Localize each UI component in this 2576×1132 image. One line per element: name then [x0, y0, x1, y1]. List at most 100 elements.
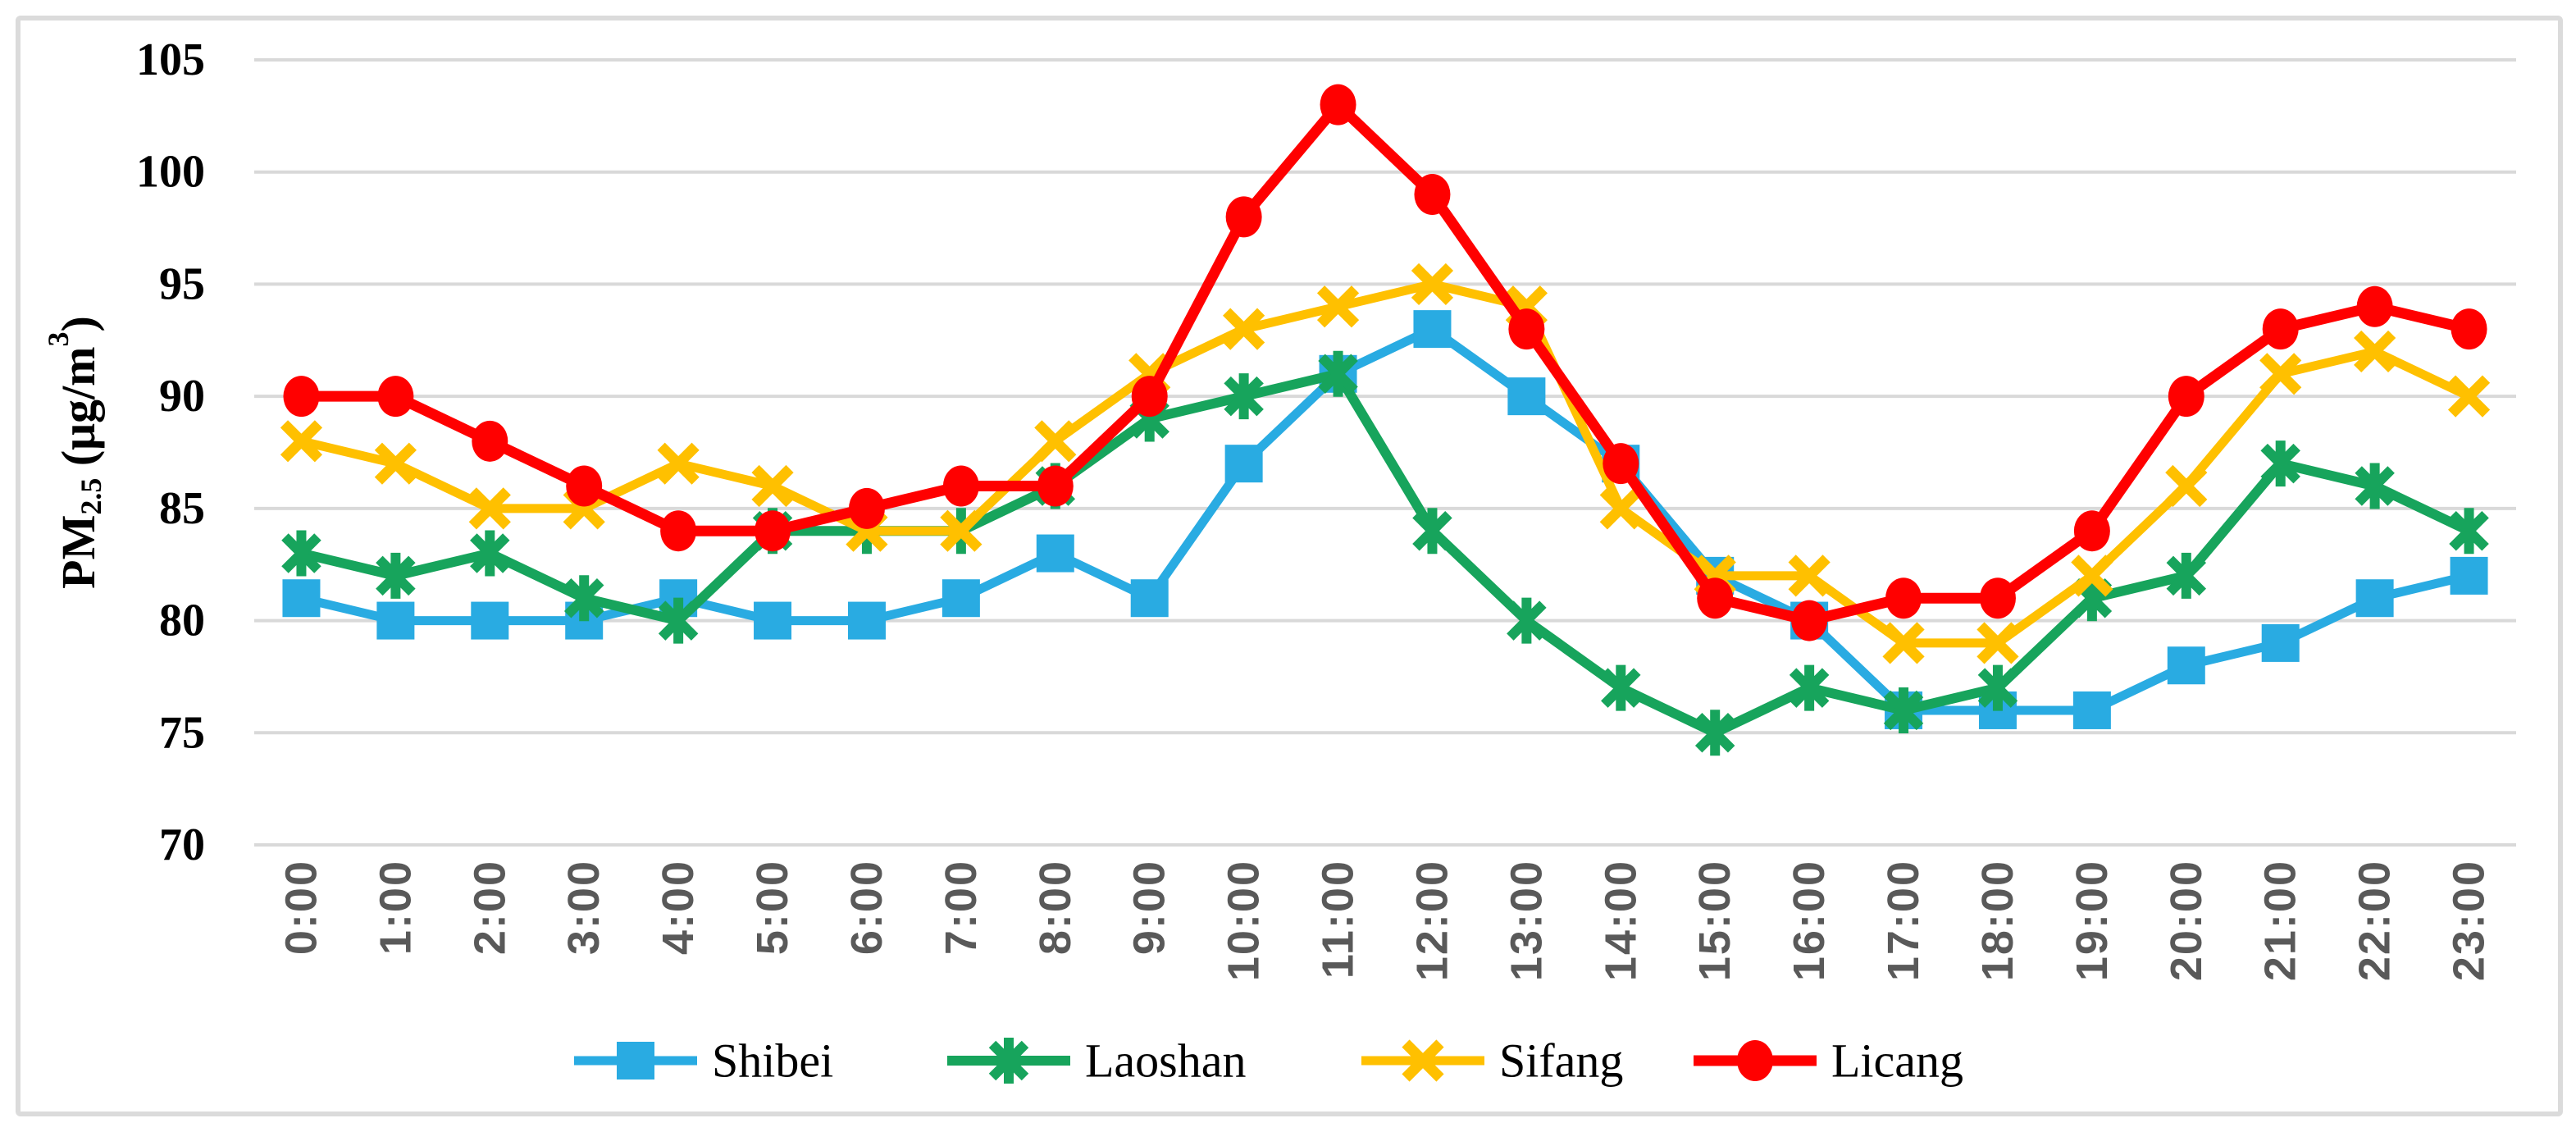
- x-tick-label-21-00: 21:00: [2256, 860, 2305, 981]
- x-tick-label-6-00: 6:00: [842, 860, 891, 955]
- legend-marker-sifang: [1402, 1039, 1444, 1082]
- x-tick-label-3-00: 3:00: [559, 860, 609, 955]
- marker-licang-12-00: [1414, 174, 1451, 216]
- y-tick-label-75: 75: [159, 707, 205, 758]
- marker-shibei-12-00: [1413, 310, 1452, 349]
- x-tick-label-22-00: 22:00: [2350, 860, 2400, 981]
- marker-laoshan-21-00: [2260, 440, 2300, 487]
- marker-sifang-19-00: [2071, 555, 2113, 597]
- legend-label-laoshan: Laoshan: [1085, 1034, 1247, 1088]
- marker-licang-16-00: [1791, 600, 1828, 641]
- marker-licang-9-00: [1131, 376, 1168, 418]
- marker-laoshan-0-00: [281, 530, 321, 577]
- marker-sifang-14-00: [1599, 487, 1642, 530]
- marker-sifang-20-00: [2165, 464, 2208, 508]
- marker-shibei-23-00: [2450, 556, 2488, 595]
- marker-licang-23-00: [2451, 308, 2487, 350]
- marker-sifang-22-00: [2354, 330, 2396, 373]
- x-tick-label-12-00: 12:00: [1407, 860, 1457, 981]
- x-tick-label-16-00: 16:00: [1785, 860, 1834, 981]
- marker-sifang-16-00: [1788, 555, 1831, 597]
- marker-laoshan-13-00: [1507, 597, 1547, 644]
- x-tick-label-5-00: 5:00: [748, 860, 797, 955]
- marker-shibei-8-00: [1036, 534, 1074, 573]
- marker-licang-7-00: [942, 465, 979, 507]
- legend-marker-shibei: [617, 1042, 654, 1080]
- marker-laoshan-16-00: [1789, 664, 1830, 711]
- marker-licang-10-00: [1225, 196, 1262, 238]
- marker-laoshan-20-00: [2166, 552, 2207, 599]
- y-tick-label-95: 95: [159, 258, 205, 309]
- marker-sifang-1-00: [374, 442, 417, 485]
- marker-sifang-7-00: [940, 509, 983, 552]
- marker-sifang-4-00: [657, 442, 700, 485]
- x-tick-label-15-00: 15:00: [1690, 860, 1739, 981]
- marker-laoshan-14-00: [1601, 664, 1641, 711]
- marker-shibei-9-00: [1130, 579, 1169, 618]
- marker-laoshan-12-00: [1412, 508, 1452, 555]
- marker-licang-22-00: [2356, 285, 2393, 327]
- y-tick-label-70: 70: [159, 819, 205, 870]
- x-tick-label-8-00: 8:00: [1031, 860, 1080, 955]
- marker-sifang-0-00: [280, 420, 323, 463]
- x-tick-label-17-00: 17:00: [1879, 860, 1928, 981]
- x-tick-label-14-00: 14:00: [1596, 860, 1645, 981]
- legend-label-sifang: Sifang: [1499, 1034, 1623, 1088]
- marker-sifang-18-00: [1976, 622, 2019, 664]
- x-tick-label-9-00: 9:00: [1125, 860, 1174, 955]
- marker-sifang-10-00: [1223, 308, 1265, 350]
- marker-shibei-13-00: [1507, 377, 1546, 416]
- marker-shibei-21-00: [2261, 623, 2300, 662]
- marker-licang-5-00: [755, 510, 791, 552]
- x-tick-label-11-00: 11:00: [1314, 860, 1363, 979]
- marker-shibei-22-00: [2355, 579, 2394, 618]
- marker-laoshan-22-00: [2355, 463, 2395, 509]
- y-tick-label-80: 80: [159, 596, 205, 646]
- marker-shibei-7-00: [941, 579, 980, 618]
- y-tick-label-105: 105: [136, 34, 205, 85]
- x-tick-label-18-00: 18:00: [1973, 860, 2022, 981]
- marker-laoshan-3-00: [563, 575, 604, 622]
- legend-marker-laoshan: [988, 1038, 1029, 1084]
- marker-shibei-19-00: [2072, 691, 2111, 729]
- marker-sifang-12-00: [1411, 262, 1454, 306]
- marker-laoshan-11-00: [1318, 350, 1358, 397]
- legend-marker-licang: [1737, 1040, 1773, 1081]
- marker-licang-4-00: [660, 510, 697, 552]
- marker-sifang-11-00: [1316, 285, 1360, 328]
- marker-licang-1-00: [377, 376, 414, 418]
- marker-laoshan-18-00: [1977, 664, 2018, 711]
- marker-licang-0-00: [283, 376, 320, 418]
- marker-licang-11-00: [1320, 84, 1356, 126]
- marker-sifang-2-00: [468, 487, 511, 530]
- y-tick-label-90: 90: [159, 371, 205, 422]
- marker-licang-18-00: [1979, 577, 2016, 619]
- marker-licang-2-00: [472, 420, 508, 462]
- x-tick-label-2-00: 2:00: [465, 860, 514, 955]
- marker-licang-19-00: [2073, 510, 2110, 552]
- marker-licang-13-00: [1508, 308, 1545, 350]
- x-tick-label-7-00: 7:00: [937, 860, 986, 955]
- marker-sifang-5-00: [751, 464, 794, 508]
- marker-shibei-1-00: [376, 601, 415, 640]
- y-axis-title: PM2.5 (μg/m3): [42, 316, 107, 589]
- marker-licang-15-00: [1697, 577, 1734, 619]
- marker-shibei-6-00: [847, 601, 886, 640]
- marker-licang-17-00: [1885, 577, 1922, 619]
- x-tick-label-13-00: 13:00: [1502, 860, 1551, 981]
- marker-shibei-0-00: [282, 579, 321, 618]
- chart-border: [16, 16, 2563, 1116]
- x-tick-label-23-00: 23:00: [2445, 860, 2494, 981]
- marker-laoshan-17-00: [1883, 687, 1924, 733]
- marker-shibei-2-00: [471, 601, 509, 640]
- marker-laoshan-2-00: [470, 530, 510, 577]
- marker-shibei-5-00: [754, 601, 792, 640]
- marker-laoshan-23-00: [2449, 508, 2489, 555]
- marker-sifang-23-00: [2447, 375, 2491, 418]
- y-tick-label-85: 85: [159, 483, 205, 534]
- x-tick-label-4-00: 4:00: [654, 860, 703, 955]
- series-line-licang: [301, 99, 2471, 627]
- series-line-laoshan: [300, 368, 2472, 738]
